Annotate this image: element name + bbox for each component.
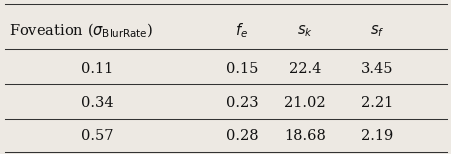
Text: 21.02: 21.02 <box>284 96 325 110</box>
Text: 0.23: 0.23 <box>225 96 258 110</box>
Text: $f_e$: $f_e$ <box>235 21 248 40</box>
Text: 3.45: 3.45 <box>360 62 393 75</box>
Text: $s_k$: $s_k$ <box>296 23 313 39</box>
Text: 0.57: 0.57 <box>81 129 113 143</box>
Text: Foveation ($\sigma_{\mathrm{BlurRate}}$): Foveation ($\sigma_{\mathrm{BlurRate}}$) <box>9 22 153 40</box>
Text: 0.15: 0.15 <box>225 62 258 75</box>
Text: 2.21: 2.21 <box>360 96 393 110</box>
Text: 0.28: 0.28 <box>225 129 258 143</box>
Text: $s_f$: $s_f$ <box>369 23 384 39</box>
Text: 2.19: 2.19 <box>360 129 393 143</box>
Text: 22.4: 22.4 <box>288 62 321 75</box>
Text: 0.34: 0.34 <box>81 96 113 110</box>
Text: 18.68: 18.68 <box>284 129 325 143</box>
Text: 0.11: 0.11 <box>81 62 113 75</box>
